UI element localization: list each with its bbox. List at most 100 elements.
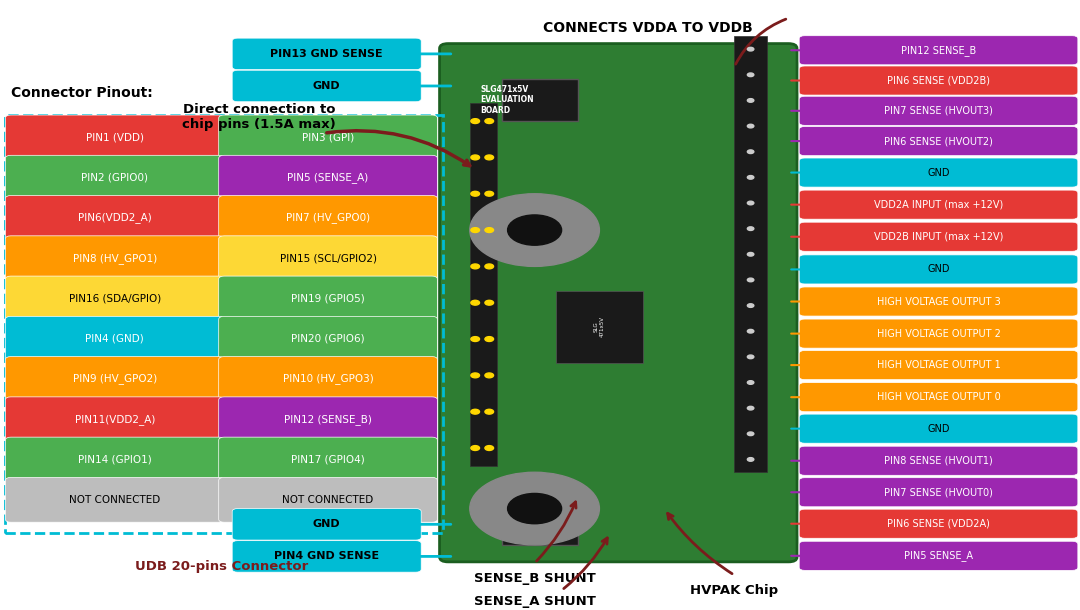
Text: PIN5 SENSE_A: PIN5 SENSE_A xyxy=(904,550,973,561)
Circle shape xyxy=(747,355,754,359)
Text: PIN9 (HV_GPO2): PIN9 (HV_GPO2) xyxy=(72,373,157,384)
Text: PIN1 (VDD): PIN1 (VDD) xyxy=(85,132,144,143)
Text: NOT CONNECTED: NOT CONNECTED xyxy=(283,495,374,505)
Text: PIN13 GND SENSE: PIN13 GND SENSE xyxy=(270,49,383,59)
Circle shape xyxy=(485,373,494,378)
Text: PIN16 (SDA/GPIO): PIN16 (SDA/GPIO) xyxy=(69,293,161,304)
Text: PIN20 (GPIO6): PIN20 (GPIO6) xyxy=(292,334,365,344)
Text: PIN5 (SENSE_A): PIN5 (SENSE_A) xyxy=(287,172,368,183)
Circle shape xyxy=(747,304,754,307)
Text: PIN8 SENSE (HVOUT1): PIN8 SENSE (HVOUT1) xyxy=(885,456,993,466)
Circle shape xyxy=(747,227,754,231)
FancyBboxPatch shape xyxy=(5,357,225,401)
FancyBboxPatch shape xyxy=(218,478,437,522)
Circle shape xyxy=(471,300,480,305)
Circle shape xyxy=(747,201,754,205)
FancyBboxPatch shape xyxy=(5,115,225,160)
FancyBboxPatch shape xyxy=(232,509,421,540)
Circle shape xyxy=(747,99,754,102)
FancyBboxPatch shape xyxy=(799,190,1078,219)
Text: PIN7 SENSE (HVOUT0): PIN7 SENSE (HVOUT0) xyxy=(885,487,993,497)
FancyBboxPatch shape xyxy=(799,222,1078,251)
FancyBboxPatch shape xyxy=(470,103,497,466)
Circle shape xyxy=(747,432,754,436)
Text: PIN6 SENSE (VDD2A): PIN6 SENSE (VDD2A) xyxy=(887,518,990,529)
Text: GND: GND xyxy=(313,81,340,91)
Circle shape xyxy=(747,124,754,128)
FancyBboxPatch shape xyxy=(218,357,437,401)
FancyBboxPatch shape xyxy=(5,236,225,281)
Text: VDD2A INPUT (max +12V): VDD2A INPUT (max +12V) xyxy=(874,199,1003,210)
Text: VDD2B INPUT (max +12V): VDD2B INPUT (max +12V) xyxy=(874,232,1003,242)
Text: PIN2 (GPIO0): PIN2 (GPIO0) xyxy=(81,173,148,183)
Circle shape xyxy=(747,73,754,77)
FancyBboxPatch shape xyxy=(5,437,225,482)
Text: PIN8 (HV_GPO1): PIN8 (HV_GPO1) xyxy=(72,253,157,264)
Circle shape xyxy=(747,458,754,461)
FancyBboxPatch shape xyxy=(218,397,437,442)
FancyBboxPatch shape xyxy=(799,158,1078,187)
FancyBboxPatch shape xyxy=(799,126,1078,156)
FancyBboxPatch shape xyxy=(218,115,437,160)
FancyBboxPatch shape xyxy=(218,437,437,482)
FancyBboxPatch shape xyxy=(799,66,1078,95)
FancyBboxPatch shape xyxy=(799,478,1078,507)
Circle shape xyxy=(747,406,754,410)
Text: HIGH VOLTAGE OUTPUT 0: HIGH VOLTAGE OUTPUT 0 xyxy=(877,392,1000,402)
FancyBboxPatch shape xyxy=(799,541,1078,570)
FancyBboxPatch shape xyxy=(799,255,1078,284)
Circle shape xyxy=(485,119,494,123)
Circle shape xyxy=(485,192,494,196)
Text: PIN19 (GPIO5): PIN19 (GPIO5) xyxy=(292,293,365,304)
Text: PIN4 (GND): PIN4 (GND) xyxy=(85,334,144,344)
Circle shape xyxy=(747,48,754,51)
FancyBboxPatch shape xyxy=(5,156,225,200)
Circle shape xyxy=(485,446,494,450)
Circle shape xyxy=(485,155,494,160)
Text: SLG471x5V
EVALUATION
BOARD: SLG471x5V EVALUATION BOARD xyxy=(481,85,535,115)
FancyBboxPatch shape xyxy=(799,414,1078,443)
Text: SENSE_B SHUNT: SENSE_B SHUNT xyxy=(474,572,595,585)
Circle shape xyxy=(471,264,480,269)
Text: HIGH VOLTAGE OUTPUT 2: HIGH VOLTAGE OUTPUT 2 xyxy=(877,329,1000,339)
Text: PIN6 SENSE (VDD2B): PIN6 SENSE (VDD2B) xyxy=(887,76,990,85)
Text: GND: GND xyxy=(928,168,949,178)
Text: PIN3 (GPI): PIN3 (GPI) xyxy=(302,132,354,143)
Text: GND: GND xyxy=(928,264,949,274)
Text: PIN11(VDD2_A): PIN11(VDD2_A) xyxy=(75,414,154,425)
FancyBboxPatch shape xyxy=(232,540,421,572)
Circle shape xyxy=(471,337,480,342)
Text: PIN6(VDD2_A): PIN6(VDD2_A) xyxy=(78,212,151,223)
Circle shape xyxy=(485,300,494,305)
FancyBboxPatch shape xyxy=(218,156,437,200)
Circle shape xyxy=(470,472,599,545)
FancyBboxPatch shape xyxy=(218,276,437,321)
Text: PIN4 GND SENSE: PIN4 GND SENSE xyxy=(274,551,379,561)
FancyBboxPatch shape xyxy=(556,290,643,364)
Text: HIGH VOLTAGE OUTPUT 1: HIGH VOLTAGE OUTPUT 1 xyxy=(877,360,1000,370)
FancyBboxPatch shape xyxy=(799,382,1078,412)
Text: GND: GND xyxy=(313,519,340,529)
Circle shape xyxy=(485,228,494,232)
Circle shape xyxy=(471,373,480,378)
FancyBboxPatch shape xyxy=(5,276,225,321)
Text: UDB 20-pins Connector: UDB 20-pins Connector xyxy=(135,560,308,573)
FancyBboxPatch shape xyxy=(5,317,225,361)
Text: HVPAK Chip: HVPAK Chip xyxy=(690,584,779,597)
FancyBboxPatch shape xyxy=(218,317,437,361)
Circle shape xyxy=(471,155,480,160)
Text: PIN15 (SCL/GPIO2): PIN15 (SCL/GPIO2) xyxy=(280,253,377,264)
Text: NOT CONNECTED: NOT CONNECTED xyxy=(69,495,160,505)
Text: PIN7 SENSE (HVOUT3): PIN7 SENSE (HVOUT3) xyxy=(885,106,993,116)
Text: PIN6 SENSE (HVOUT2): PIN6 SENSE (HVOUT2) xyxy=(885,136,993,146)
Circle shape xyxy=(485,409,494,414)
Text: HIGH VOLTAGE OUTPUT 3: HIGH VOLTAGE OUTPUT 3 xyxy=(877,296,1000,306)
FancyBboxPatch shape xyxy=(799,447,1078,475)
Circle shape xyxy=(470,194,599,267)
Text: PIN14 (GPIO1): PIN14 (GPIO1) xyxy=(78,454,151,465)
FancyBboxPatch shape xyxy=(218,196,437,240)
FancyBboxPatch shape xyxy=(502,515,578,545)
Text: CONNECTS VDDA TO VDDB: CONNECTS VDDA TO VDDB xyxy=(543,21,753,35)
Text: PIN7 (HV_GPO0): PIN7 (HV_GPO0) xyxy=(286,212,370,223)
Circle shape xyxy=(508,493,562,524)
